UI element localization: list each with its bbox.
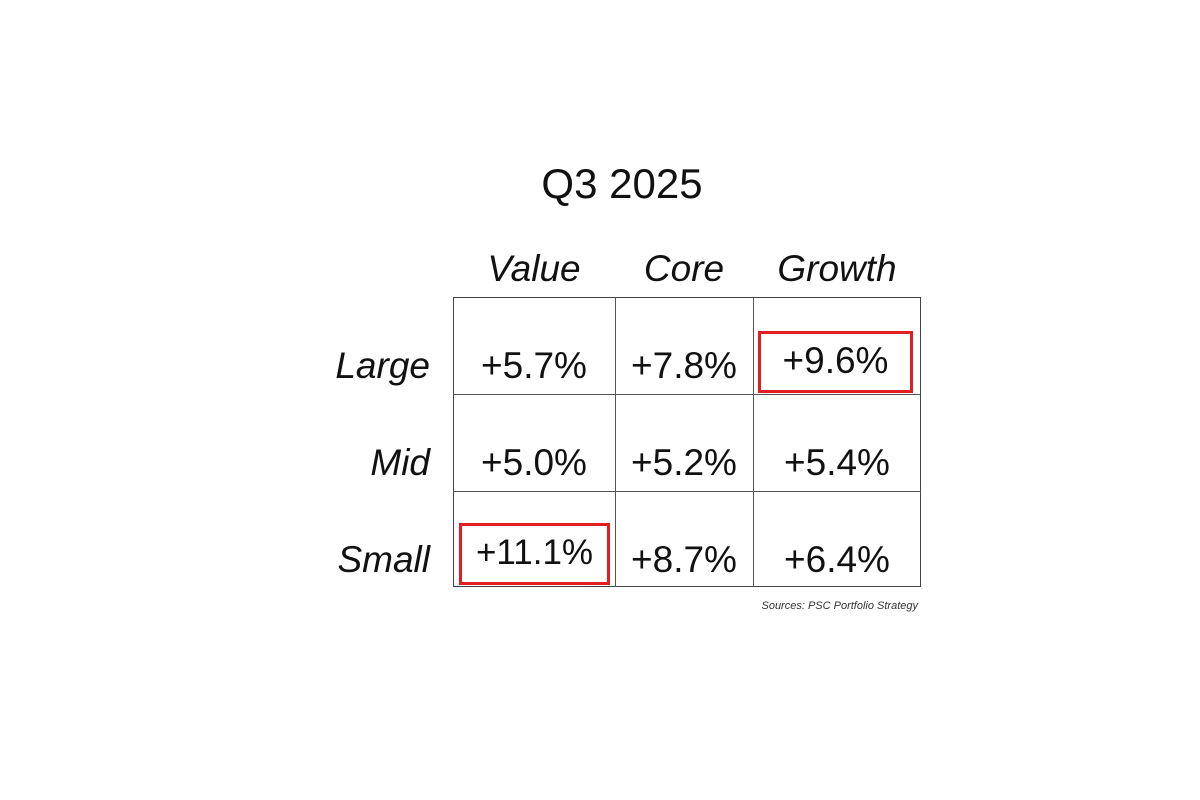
column-header: Value <box>487 248 581 289</box>
row-header: Large <box>335 345 430 386</box>
grid-line <box>753 297 754 587</box>
title: Q3 2025 <box>541 160 703 207</box>
cell: +5.2% <box>631 442 737 483</box>
highlighted-cell: +11.1% <box>459 523 610 585</box>
cell: +5.0% <box>481 442 587 483</box>
cell: +5.7% <box>481 345 587 386</box>
row-header: Mid <box>370 442 430 483</box>
column-header: Growth <box>777 248 897 289</box>
cell: +7.8% <box>631 345 737 386</box>
grid-line <box>615 297 616 587</box>
cell: +8.7% <box>631 539 737 580</box>
grid-line <box>453 394 921 395</box>
cell: +5.4% <box>784 442 890 483</box>
row-header: Small <box>337 539 430 580</box>
table-border <box>453 297 921 587</box>
cell: +6.4% <box>784 539 890 580</box>
source-note: Sources: PSC Portfolio Strategy <box>761 600 918 612</box>
highlighted-cell: +9.6% <box>758 331 913 393</box>
column-header: Core <box>643 248 725 289</box>
grid-line <box>453 491 921 492</box>
